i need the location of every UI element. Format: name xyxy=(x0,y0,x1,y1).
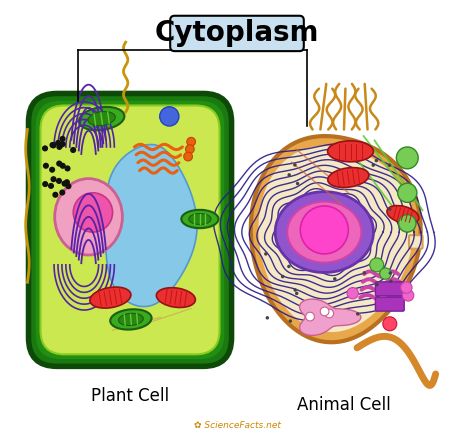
Circle shape xyxy=(399,215,416,232)
Circle shape xyxy=(325,309,334,318)
Circle shape xyxy=(185,145,194,153)
Circle shape xyxy=(62,180,68,187)
Text: Cytoplasm: Cytoplasm xyxy=(155,19,319,47)
Ellipse shape xyxy=(182,210,219,228)
Circle shape xyxy=(160,107,179,126)
Circle shape xyxy=(333,277,337,281)
Circle shape xyxy=(50,176,56,182)
Circle shape xyxy=(301,206,348,254)
Circle shape xyxy=(401,282,412,293)
Ellipse shape xyxy=(55,179,122,255)
Circle shape xyxy=(64,166,71,172)
Circle shape xyxy=(56,160,62,166)
Circle shape xyxy=(389,271,392,275)
Ellipse shape xyxy=(328,168,369,187)
Ellipse shape xyxy=(387,205,419,224)
Circle shape xyxy=(60,163,66,169)
Ellipse shape xyxy=(79,107,124,130)
Circle shape xyxy=(296,182,299,185)
Circle shape xyxy=(388,163,391,167)
Text: Animal Cell: Animal Cell xyxy=(297,396,391,413)
FancyBboxPatch shape xyxy=(35,99,226,360)
Polygon shape xyxy=(258,146,413,332)
Ellipse shape xyxy=(328,141,374,162)
Circle shape xyxy=(347,288,358,299)
FancyBboxPatch shape xyxy=(375,297,404,311)
Ellipse shape xyxy=(189,213,211,225)
Circle shape xyxy=(43,162,49,169)
FancyBboxPatch shape xyxy=(409,235,422,249)
Circle shape xyxy=(289,319,292,323)
Circle shape xyxy=(383,317,397,331)
Circle shape xyxy=(56,144,63,150)
Circle shape xyxy=(64,179,70,185)
Circle shape xyxy=(281,275,284,278)
Circle shape xyxy=(65,183,72,189)
Circle shape xyxy=(55,140,61,146)
Circle shape xyxy=(59,190,65,195)
Circle shape xyxy=(388,207,392,211)
FancyBboxPatch shape xyxy=(375,282,404,296)
Circle shape xyxy=(370,258,383,272)
Circle shape xyxy=(48,183,54,189)
Polygon shape xyxy=(251,136,420,342)
Ellipse shape xyxy=(118,313,143,325)
Ellipse shape xyxy=(88,112,115,126)
FancyBboxPatch shape xyxy=(170,16,304,51)
Circle shape xyxy=(42,181,48,187)
Circle shape xyxy=(287,265,291,268)
Text: Plant Cell: Plant Cell xyxy=(91,387,169,405)
Ellipse shape xyxy=(90,287,131,308)
Circle shape xyxy=(187,138,195,146)
Circle shape xyxy=(398,183,417,202)
Ellipse shape xyxy=(156,288,195,307)
Circle shape xyxy=(306,312,314,321)
Ellipse shape xyxy=(287,201,362,263)
Circle shape xyxy=(184,152,192,161)
Circle shape xyxy=(42,145,48,152)
Circle shape xyxy=(52,192,58,198)
Circle shape xyxy=(389,279,392,283)
Circle shape xyxy=(375,283,379,286)
Circle shape xyxy=(295,292,299,295)
Circle shape xyxy=(73,193,112,232)
Circle shape xyxy=(380,268,391,279)
Circle shape xyxy=(49,167,55,173)
FancyBboxPatch shape xyxy=(40,106,219,354)
Circle shape xyxy=(70,147,76,153)
Ellipse shape xyxy=(110,309,152,329)
Circle shape xyxy=(264,252,267,256)
Text: ✿ ScienceFacts.net: ✿ ScienceFacts.net xyxy=(193,421,281,430)
Circle shape xyxy=(320,307,329,316)
Circle shape xyxy=(50,142,56,148)
Circle shape xyxy=(293,288,297,292)
Polygon shape xyxy=(105,145,197,307)
FancyBboxPatch shape xyxy=(28,93,231,366)
Circle shape xyxy=(287,173,291,177)
Polygon shape xyxy=(300,299,361,336)
Circle shape xyxy=(56,178,62,184)
Circle shape xyxy=(374,159,378,162)
Circle shape xyxy=(265,316,269,320)
Circle shape xyxy=(402,290,414,301)
Circle shape xyxy=(363,271,366,275)
Circle shape xyxy=(356,312,359,316)
Circle shape xyxy=(60,141,66,147)
Circle shape xyxy=(372,163,375,167)
Circle shape xyxy=(396,147,418,169)
Circle shape xyxy=(60,136,65,142)
Circle shape xyxy=(293,163,297,167)
Circle shape xyxy=(49,142,55,148)
Ellipse shape xyxy=(275,192,374,272)
